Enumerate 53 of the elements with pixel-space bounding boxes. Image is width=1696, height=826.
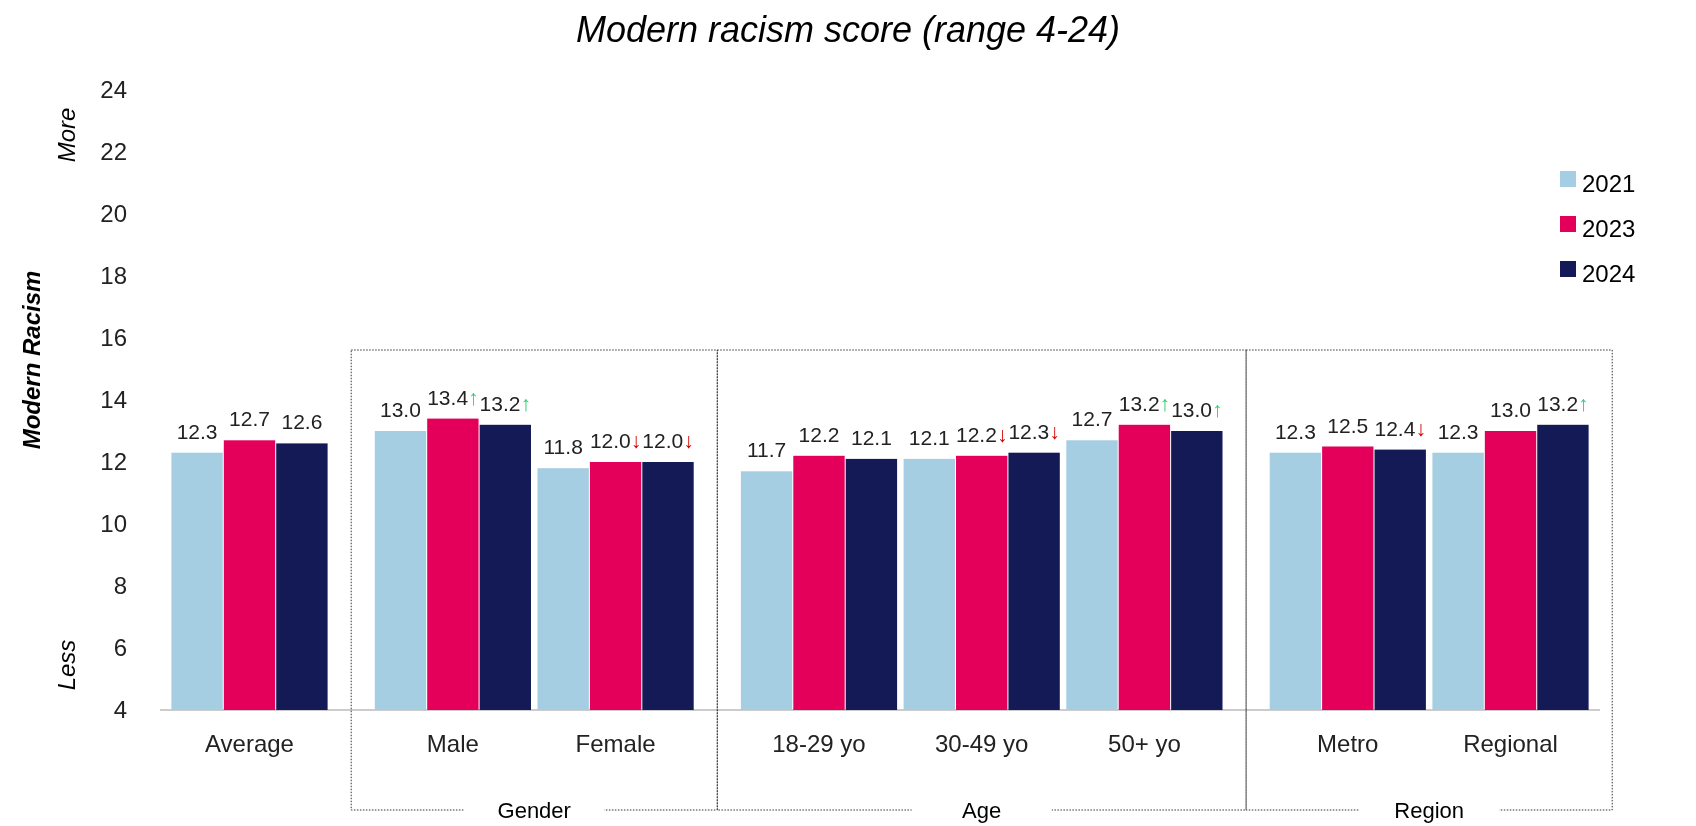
x-tick-label: Male (426, 730, 479, 757)
text: Gender (497, 798, 571, 823)
data-label: 12.1 (850, 425, 892, 449)
x-tick-label: Metro (1317, 730, 1379, 757)
data-label: 12.2 (798, 422, 840, 446)
data-label: 13.4↑ (427, 385, 479, 409)
data-label: 12.3↓ (1008, 419, 1060, 443)
y-tick-label: 10 (100, 510, 127, 538)
x-tick-label: Female (575, 730, 656, 757)
y-tick-label: 16 (100, 324, 127, 352)
x-tick-label: 18-29 yo (772, 730, 866, 757)
y-tick-label: 6 (113, 634, 127, 662)
x-tick-label: Average (205, 730, 294, 757)
y-axis-title: Modern Racism (18, 270, 45, 450)
y-tick-label: 24 (100, 76, 127, 104)
y-tick-label: 8 (113, 572, 127, 600)
x-tick-label: 30-49 yo (934, 730, 1029, 757)
data-label: 12.3 (1274, 419, 1316, 443)
data-label: 12.0↓ (642, 429, 694, 452)
data-label: 12.1 (908, 425, 950, 449)
y-tick-label: 22 (100, 138, 127, 166)
data-label: 13.0↑ (1171, 398, 1223, 421)
text: Age (962, 798, 1002, 823)
text: More (53, 107, 80, 163)
data-label: 13.2↑ (1537, 391, 1589, 415)
x-tick-label: 50+ yo (1108, 730, 1181, 757)
text: Region (1394, 798, 1465, 823)
data-label: 13.0 (1490, 398, 1531, 421)
data-label: 13.2↑ (479, 391, 531, 415)
data-label: 12.2↓ (956, 422, 1008, 446)
y-tick-label: 4 (113, 696, 127, 724)
y-tick-label: 14 (100, 386, 127, 414)
data-label: 12.6 (281, 410, 323, 434)
data-label: 11.8 (543, 435, 583, 459)
data-label: 12.3 (176, 419, 218, 443)
data-label: 12.7 (1071, 407, 1113, 431)
legend-label: 2021 (1582, 170, 1636, 198)
data-label: 12.4↓ (1374, 416, 1426, 440)
data-label: 12.7 (229, 407, 270, 431)
legend-label: 2024 (1582, 260, 1636, 288)
y-tick-label: 12 (100, 448, 127, 476)
chart-title: Modern racism score (range 4-24) (575, 9, 1121, 50)
data-label: 12.3 (1437, 419, 1479, 443)
text: Less (53, 639, 80, 691)
data-label: 13.2↑ (1118, 391, 1171, 415)
y-tick-label: 18 (100, 262, 127, 290)
data-label: 13.0 (380, 398, 421, 421)
data-label: 11.7 (746, 438, 787, 462)
data-label: 12.5 (1327, 413, 1369, 437)
legend-label: 2023 (1582, 215, 1636, 243)
data-label: 12.0↓ (589, 429, 642, 452)
x-tick-label: Regional (1463, 730, 1558, 757)
y-tick-label: 20 (100, 200, 127, 228)
